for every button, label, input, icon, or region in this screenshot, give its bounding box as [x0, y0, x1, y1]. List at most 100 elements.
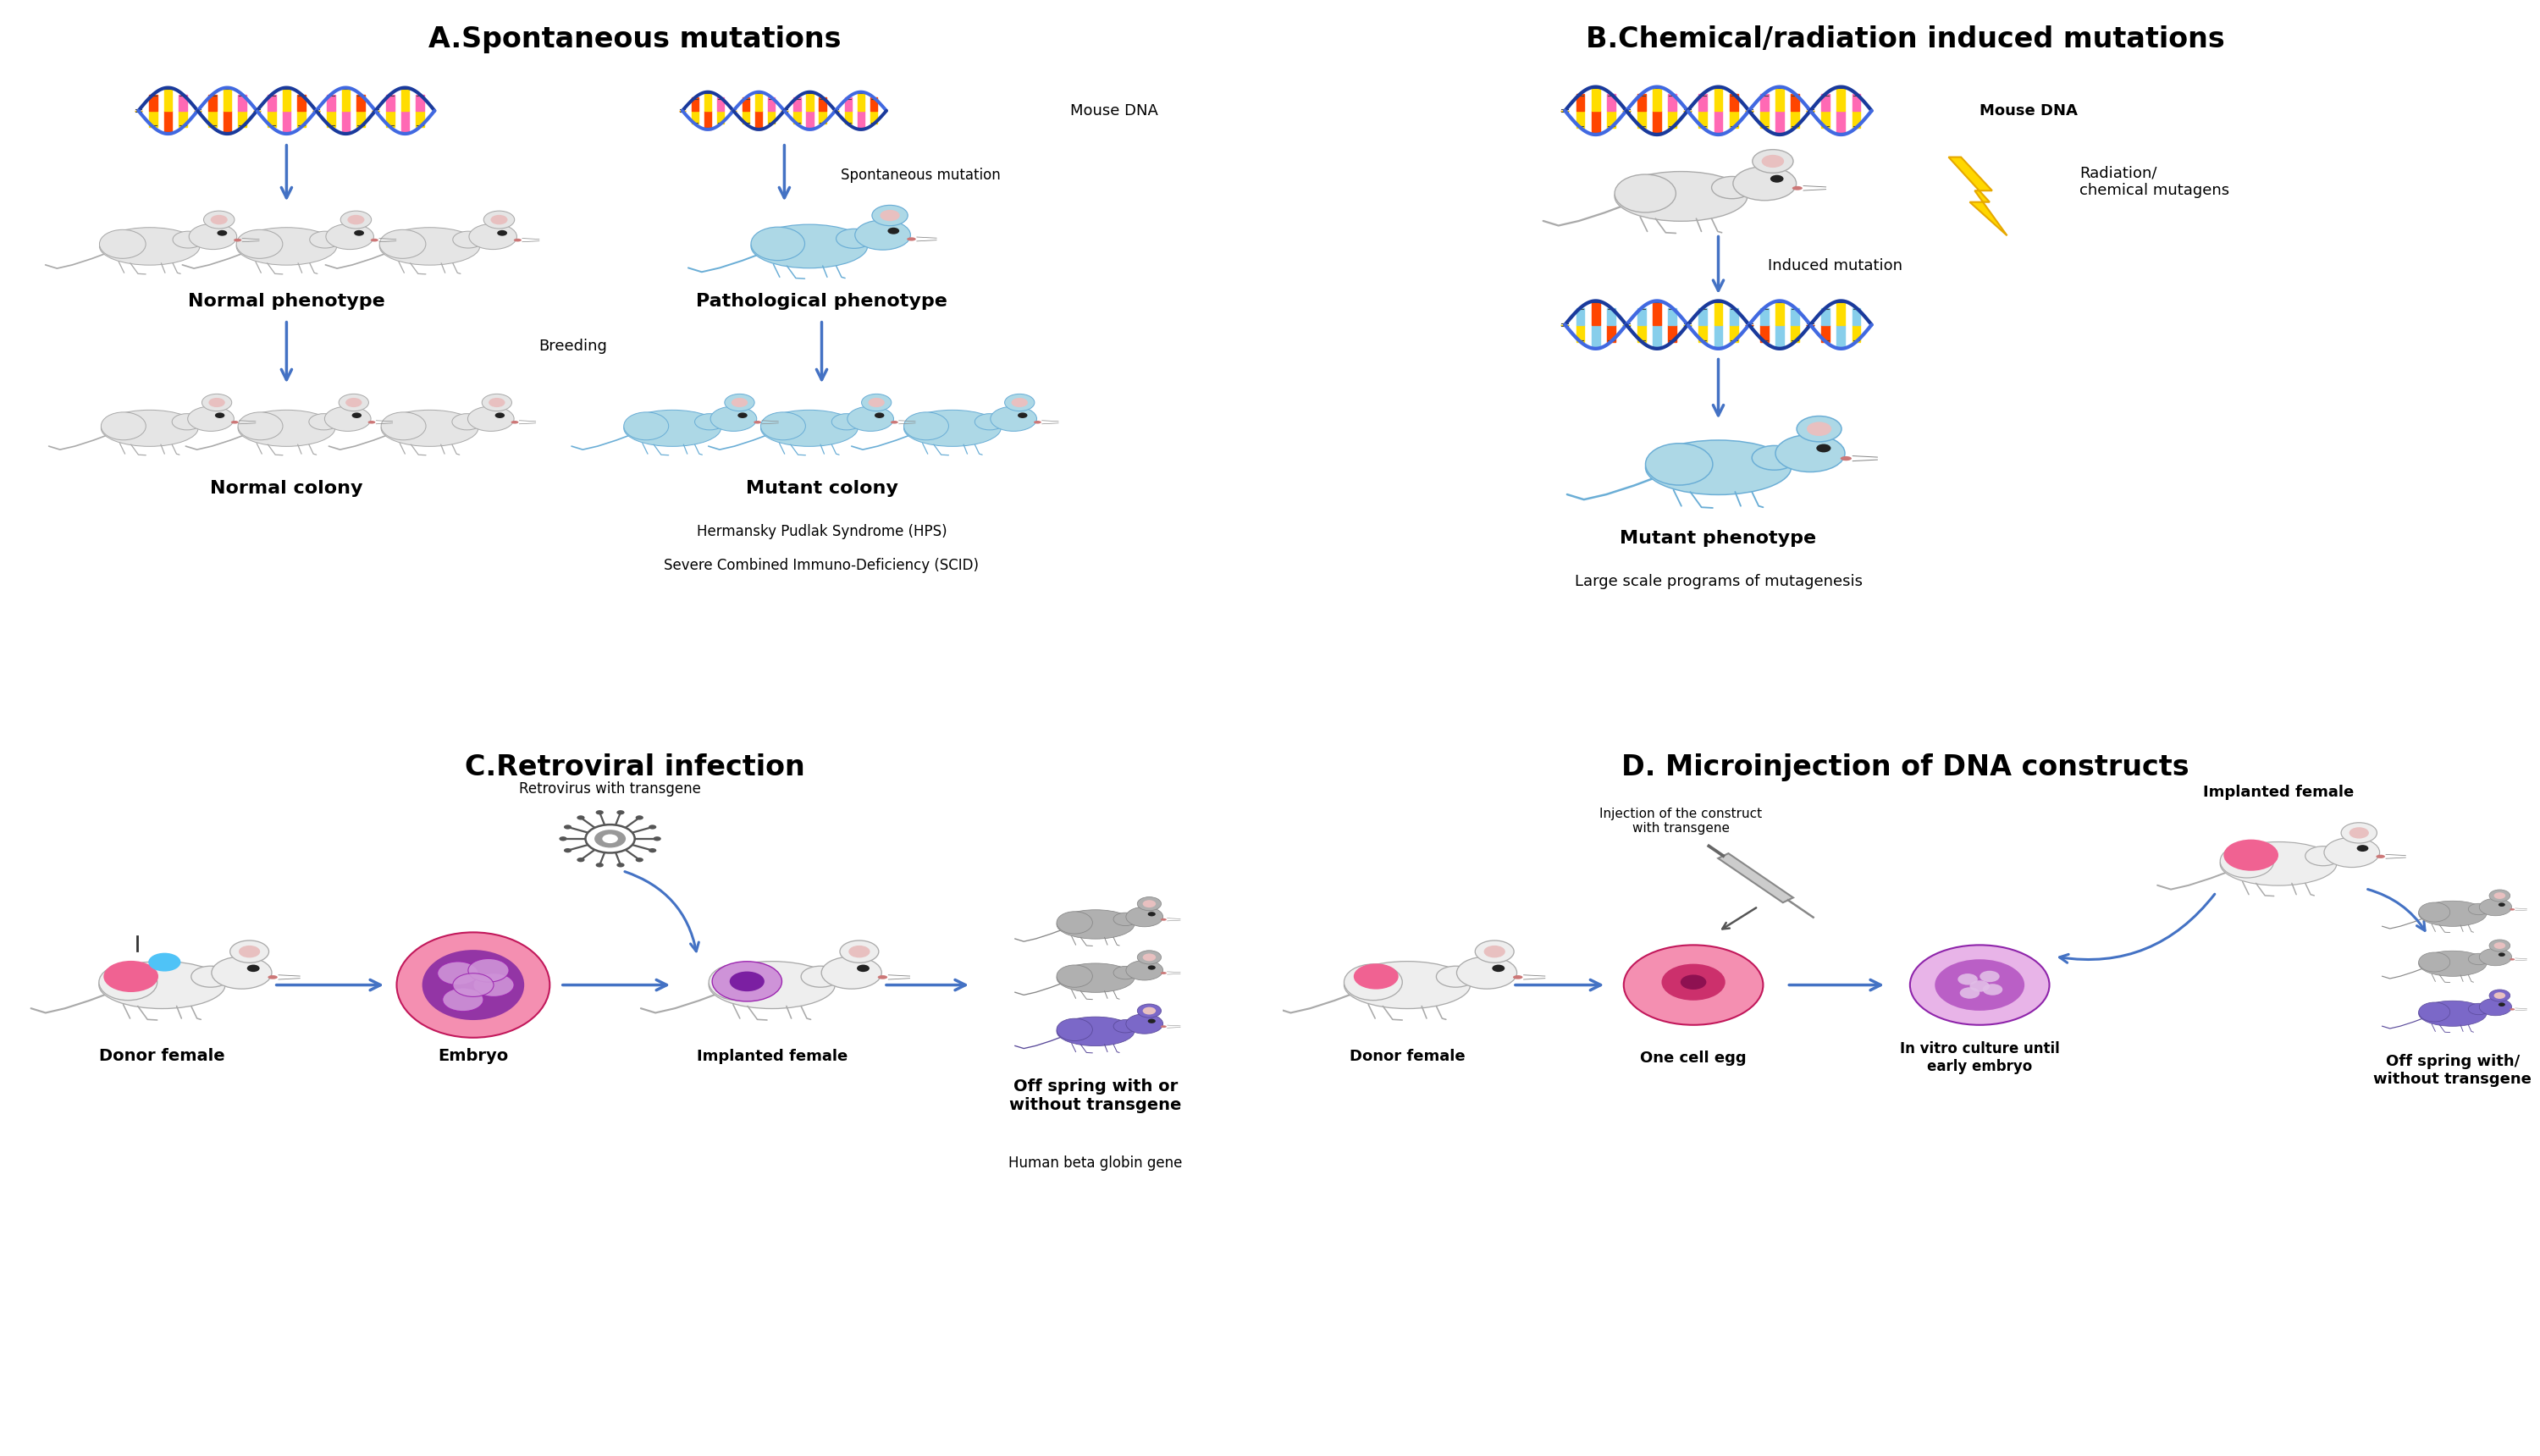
Bar — [818, 111, 826, 124]
Circle shape — [201, 395, 231, 411]
Ellipse shape — [904, 412, 947, 440]
Circle shape — [490, 215, 508, 224]
Ellipse shape — [2418, 1002, 2451, 1022]
Bar — [1791, 93, 1798, 111]
Circle shape — [856, 965, 869, 973]
Bar — [1669, 307, 1676, 325]
Bar — [150, 111, 157, 127]
Bar — [805, 111, 813, 130]
Ellipse shape — [2469, 904, 2489, 914]
Circle shape — [2489, 990, 2510, 1002]
Bar — [1654, 111, 1661, 134]
Circle shape — [353, 412, 361, 418]
Circle shape — [216, 230, 226, 236]
Circle shape — [869, 397, 884, 408]
Bar — [767, 111, 775, 124]
Ellipse shape — [2418, 1000, 2487, 1026]
Bar — [1791, 325, 1798, 342]
Ellipse shape — [991, 406, 1036, 431]
Circle shape — [1148, 965, 1156, 970]
Circle shape — [617, 863, 625, 868]
Circle shape — [1623, 945, 1763, 1025]
Bar — [1775, 325, 1783, 348]
Bar — [742, 111, 749, 124]
Bar — [386, 111, 394, 127]
Bar — [224, 111, 231, 134]
Ellipse shape — [310, 414, 338, 430]
Bar — [1821, 325, 1829, 342]
Bar — [297, 95, 305, 111]
Ellipse shape — [173, 414, 201, 430]
Ellipse shape — [188, 406, 234, 431]
Circle shape — [874, 412, 884, 418]
Circle shape — [2222, 840, 2278, 871]
Ellipse shape — [831, 414, 861, 430]
Bar — [691, 98, 699, 111]
Text: Mutant colony: Mutant colony — [747, 480, 897, 498]
Circle shape — [711, 961, 782, 1002]
Bar — [754, 111, 762, 130]
Ellipse shape — [907, 237, 917, 240]
Bar — [754, 92, 762, 111]
Circle shape — [2499, 903, 2504, 907]
Bar — [1821, 93, 1829, 111]
Circle shape — [104, 961, 157, 992]
Bar — [1654, 87, 1661, 111]
Ellipse shape — [310, 232, 340, 248]
Circle shape — [648, 849, 655, 853]
Text: Mutant phenotype: Mutant phenotype — [1621, 530, 1816, 547]
Text: Normal phenotype: Normal phenotype — [188, 293, 386, 310]
Text: Injection of the construct
with transgene: Injection of the construct with transgen… — [1600, 807, 1763, 834]
Circle shape — [483, 211, 516, 229]
Circle shape — [1006, 395, 1034, 411]
Bar — [1775, 301, 1783, 325]
Circle shape — [353, 230, 363, 236]
Circle shape — [577, 815, 584, 820]
Bar — [1760, 307, 1768, 325]
Circle shape — [442, 989, 483, 1012]
Circle shape — [472, 973, 513, 997]
Bar — [1836, 301, 1844, 325]
Circle shape — [871, 205, 907, 226]
Bar — [859, 111, 864, 130]
Bar — [1593, 301, 1600, 325]
Circle shape — [498, 230, 508, 236]
Bar — [716, 98, 724, 111]
Ellipse shape — [1344, 964, 1402, 1000]
Bar — [150, 95, 157, 111]
Bar — [343, 111, 351, 134]
Ellipse shape — [2479, 948, 2512, 965]
Circle shape — [348, 215, 363, 224]
Circle shape — [564, 849, 572, 853]
Bar — [1836, 325, 1844, 348]
Circle shape — [584, 824, 635, 853]
Circle shape — [1143, 954, 1156, 961]
Polygon shape — [1948, 157, 2007, 236]
Bar — [239, 111, 246, 127]
Ellipse shape — [709, 964, 767, 1000]
Text: Induced mutation: Induced mutation — [1768, 258, 1902, 274]
Text: Hermansky Pudlak Syndrome (HPS): Hermansky Pudlak Syndrome (HPS) — [696, 524, 947, 539]
Ellipse shape — [239, 411, 335, 447]
Circle shape — [208, 397, 226, 408]
Circle shape — [724, 395, 754, 411]
Bar — [1577, 93, 1585, 111]
Ellipse shape — [2306, 846, 2342, 866]
Bar — [356, 95, 366, 111]
Ellipse shape — [1646, 444, 1712, 485]
Ellipse shape — [1775, 435, 1844, 472]
Circle shape — [2494, 893, 2504, 898]
Ellipse shape — [1057, 1016, 1135, 1045]
Bar — [267, 111, 277, 127]
Ellipse shape — [368, 421, 376, 424]
Ellipse shape — [1161, 971, 1166, 974]
Circle shape — [1753, 150, 1793, 173]
Ellipse shape — [467, 406, 513, 431]
Bar — [1836, 111, 1844, 134]
Circle shape — [203, 211, 234, 229]
Bar — [165, 111, 173, 134]
Ellipse shape — [236, 227, 338, 265]
Ellipse shape — [1842, 456, 1852, 460]
Bar — [1593, 325, 1600, 348]
Circle shape — [1483, 945, 1506, 958]
